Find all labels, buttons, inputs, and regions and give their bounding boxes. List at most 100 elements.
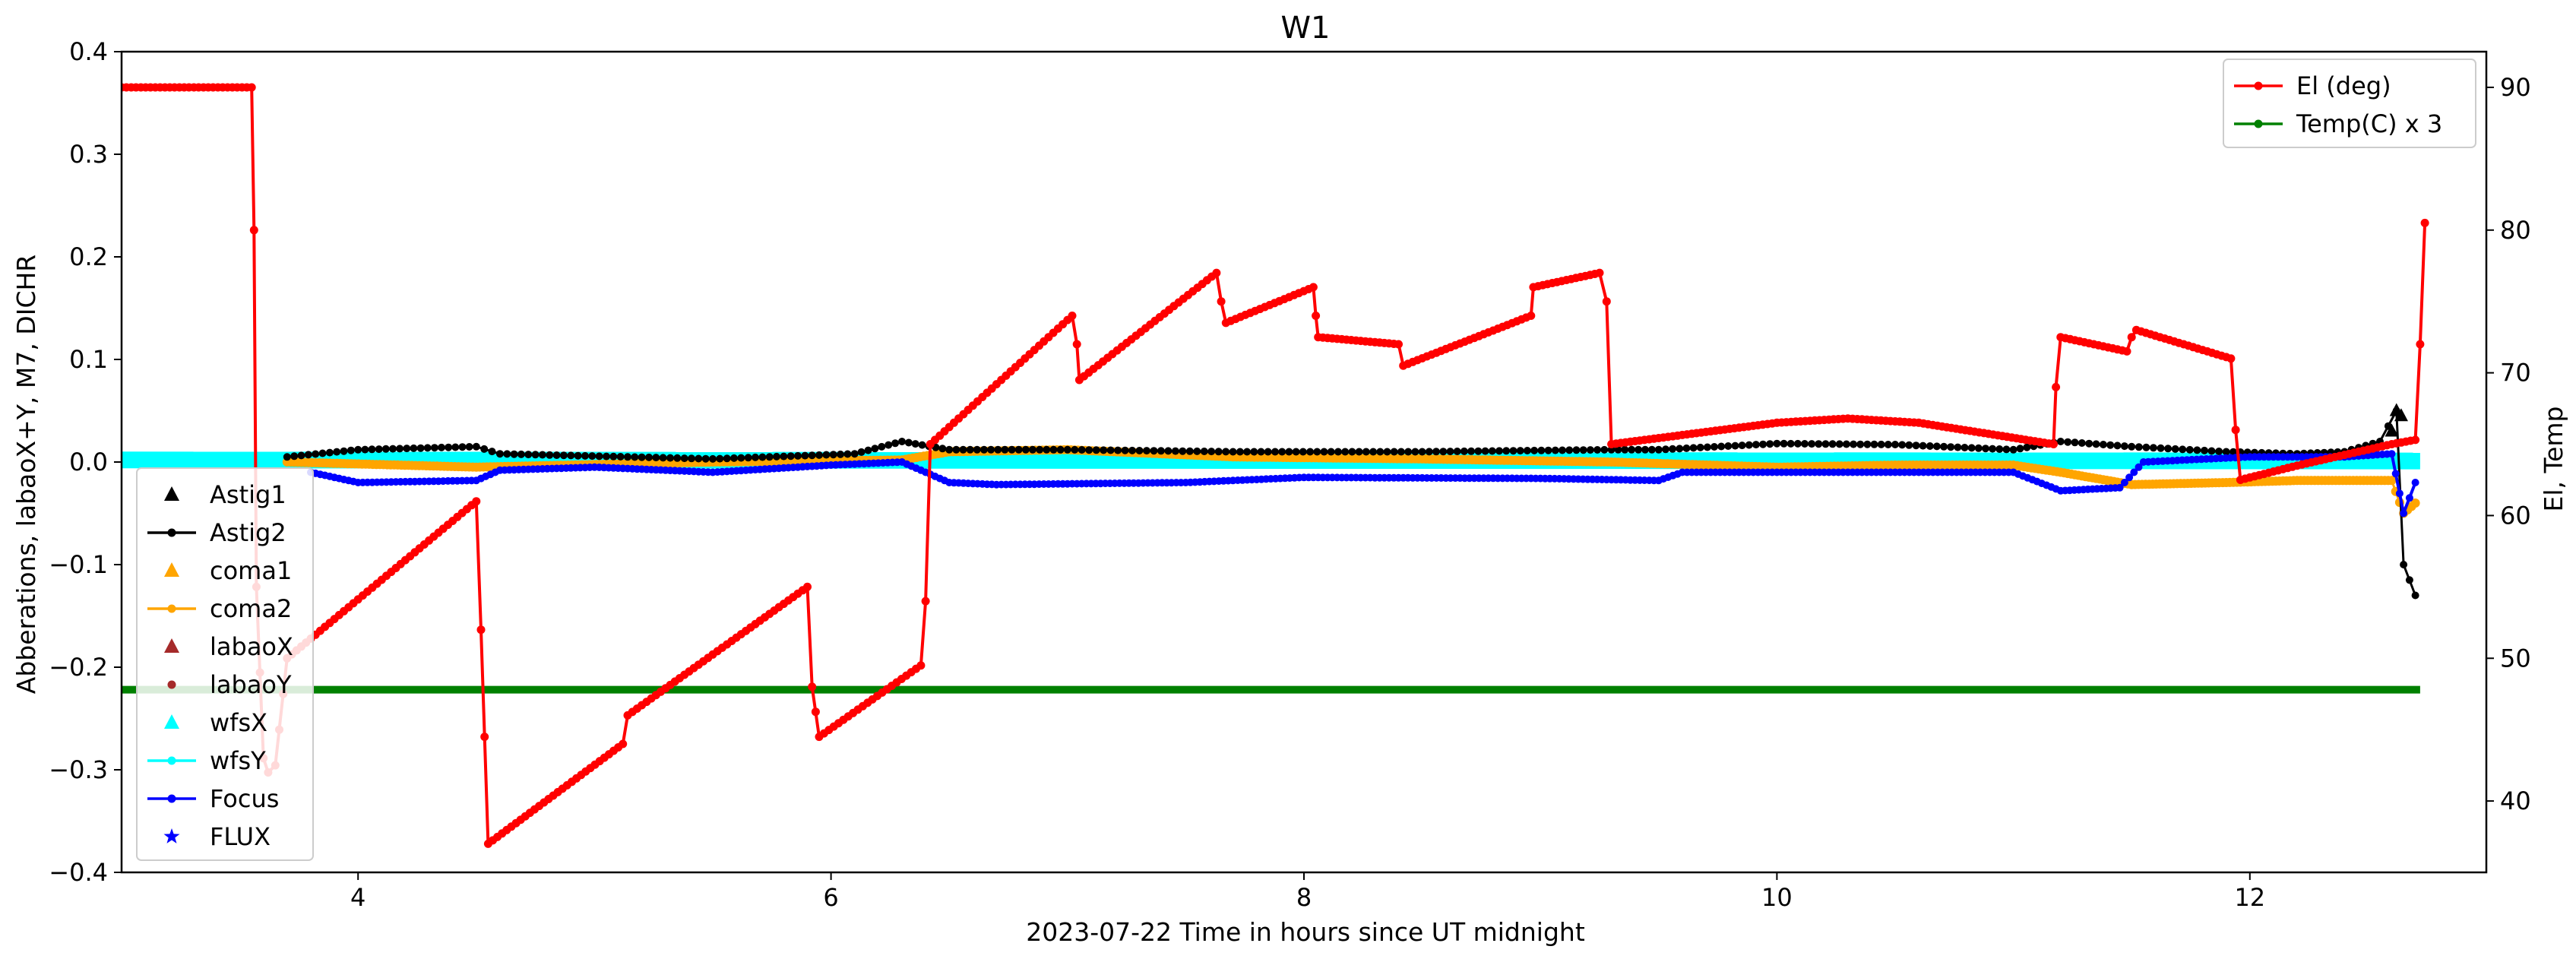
data-point <box>1128 446 1136 454</box>
y-left-tick-label: −0.4 <box>49 858 108 887</box>
data-point <box>1870 440 1878 448</box>
data-point <box>1214 448 1223 456</box>
data-point <box>340 447 348 455</box>
y-left-tick-label: 0.2 <box>69 242 108 271</box>
data-point <box>368 445 376 454</box>
data-point <box>1559 446 1566 454</box>
data-point <box>616 453 625 461</box>
data-point <box>803 582 812 591</box>
y-right-tick-label: 90 <box>2500 73 2531 102</box>
data-point <box>1348 448 1356 456</box>
data-point <box>1217 297 1226 306</box>
legend-swatch-triangle <box>164 638 179 653</box>
data-point <box>2116 483 2124 492</box>
data-point <box>1586 446 1594 454</box>
data-point <box>1036 445 1044 454</box>
data-point <box>1143 447 1150 455</box>
data-point <box>2149 444 2157 452</box>
data-point <box>1292 448 1300 456</box>
data-point <box>1662 445 1669 454</box>
data-point <box>1960 444 1969 451</box>
data-point <box>980 445 988 454</box>
data-point <box>2387 476 2397 486</box>
data-point <box>1299 448 1307 456</box>
data-point <box>552 451 561 459</box>
data-point <box>1703 443 1711 451</box>
data-point <box>2179 445 2187 454</box>
data-point <box>1731 442 1739 450</box>
data-point <box>1565 446 1574 454</box>
y-right-tick-label: 70 <box>2500 359 2531 388</box>
data-point <box>1600 445 1609 454</box>
data-point <box>723 454 731 463</box>
data-point <box>1327 448 1335 456</box>
data-point <box>2016 445 2024 453</box>
data-point <box>1621 445 1629 454</box>
data-point <box>1376 448 1385 456</box>
data-point <box>465 443 473 451</box>
data-point <box>659 454 667 462</box>
data-point <box>1738 442 1746 450</box>
y-axis-right-label: El, Temp <box>2539 407 2568 512</box>
data-point <box>1008 445 1016 454</box>
data-point <box>1863 440 1872 448</box>
data-point <box>1313 448 1321 456</box>
y-left-tick-label: −0.3 <box>49 755 108 784</box>
data-point <box>1898 441 1907 449</box>
data-point <box>510 450 518 458</box>
data-point <box>375 445 383 454</box>
data-point <box>347 446 355 454</box>
data-point <box>959 445 967 454</box>
data-point <box>1043 445 1051 454</box>
data-point <box>2002 445 2011 454</box>
data-point <box>1572 446 1581 454</box>
data-point <box>2128 442 2136 451</box>
data-point <box>1523 447 1531 454</box>
data-point <box>822 451 831 459</box>
data-point <box>1320 448 1328 456</box>
data-point <box>2400 561 2408 568</box>
legend-label: El (deg) <box>2296 71 2391 100</box>
data-point <box>1488 447 1496 455</box>
data-point <box>595 452 603 461</box>
data-point <box>864 446 872 454</box>
legend-frame <box>136 467 314 861</box>
data-point <box>773 452 780 461</box>
data-point <box>1516 447 1524 455</box>
data-point <box>1593 446 1602 454</box>
data-point <box>403 445 411 453</box>
data-point <box>911 440 919 448</box>
data-point <box>2127 333 2136 342</box>
data-point <box>1710 443 1718 451</box>
legend-swatch-triangle <box>164 714 179 729</box>
legend-item-el-deg: El (deg) <box>2234 71 2391 100</box>
data-point <box>538 451 546 459</box>
data-point <box>2157 444 2165 452</box>
data-point <box>1780 439 1788 448</box>
data-point <box>2078 439 2086 447</box>
y-left-tick-label: 0.0 <box>69 448 108 476</box>
data-point <box>786 452 795 461</box>
data-point <box>2222 448 2230 456</box>
legend-label: Astig1 <box>210 480 286 509</box>
y-axis-left-label: Abberations, labaoX+Y, M7, DICHR <box>11 255 41 694</box>
data-point <box>801 451 809 460</box>
data-point <box>645 453 653 461</box>
data-point <box>1150 447 1158 455</box>
data-point <box>2085 439 2093 448</box>
data-point <box>1932 442 1941 451</box>
data-point <box>1919 442 1927 450</box>
data-point <box>381 445 390 453</box>
data-point <box>333 448 341 456</box>
y-left-tick-label: −0.2 <box>49 653 108 682</box>
data-point <box>1078 446 1086 454</box>
data-point <box>1551 446 1559 454</box>
legend-swatch-dot <box>167 528 176 537</box>
data-point <box>758 453 767 461</box>
legend-label: coma2 <box>210 594 292 623</box>
data-point <box>811 707 820 717</box>
legend-swatch-dot <box>167 794 176 803</box>
data-point <box>451 443 460 451</box>
data-point <box>709 454 717 463</box>
data-point <box>2064 438 2072 446</box>
